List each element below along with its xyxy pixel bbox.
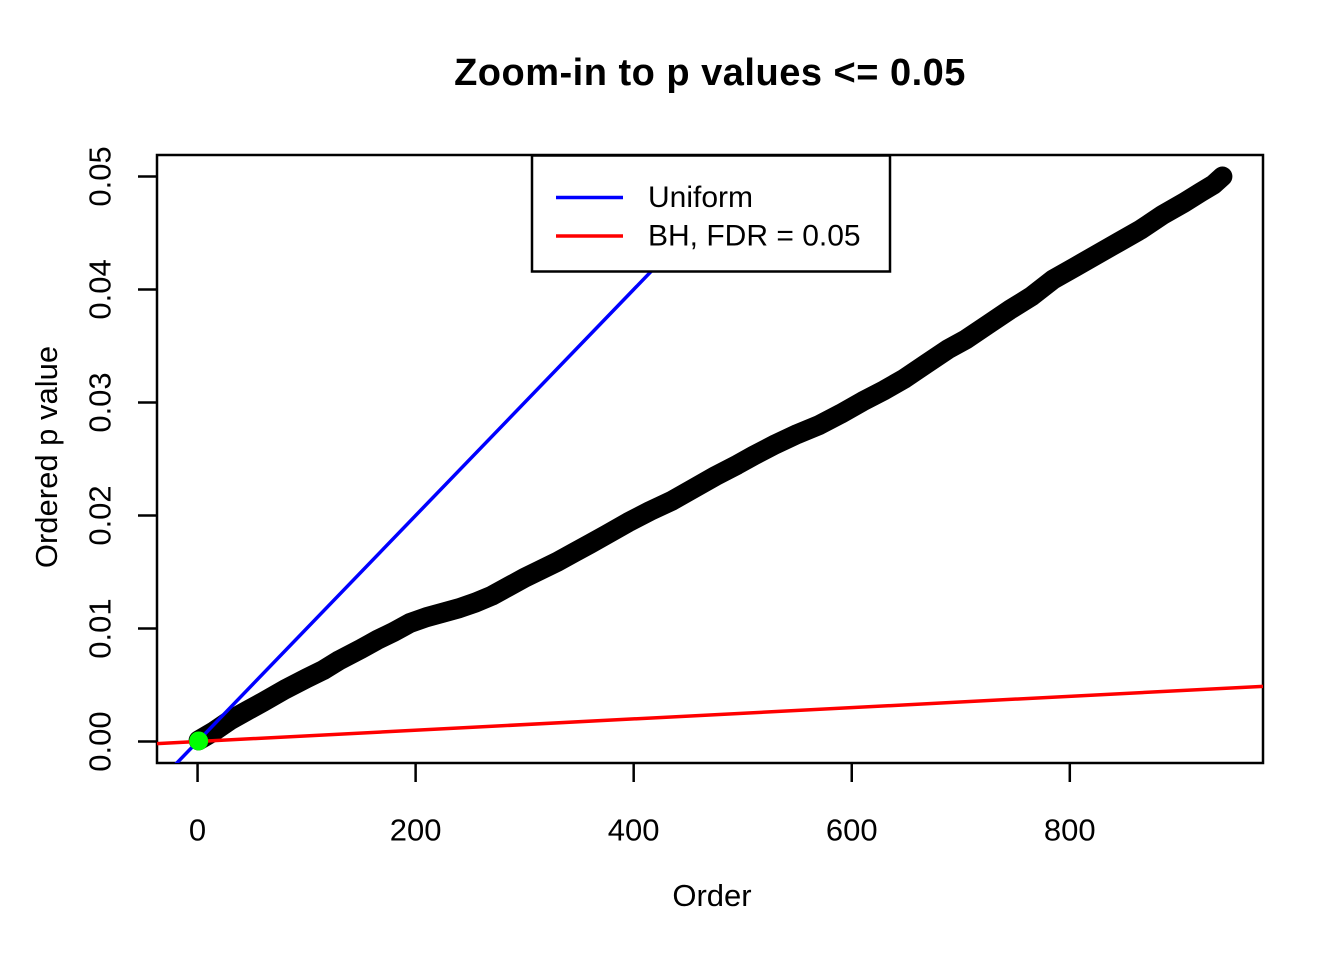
y-axis-tick-label: 0.01: [83, 598, 118, 658]
y-axis-tick-label: 0.03: [83, 372, 118, 432]
bh-fdr-line: [157, 684, 1263, 746]
x-axis-title: Order: [672, 878, 752, 913]
y-axis-tick-label: 0.04: [83, 259, 118, 319]
x-axis-tick-label: 400: [608, 813, 660, 848]
y-axis-tick-label: 0.05: [83, 146, 118, 206]
y-axis-title: Ordered p value: [29, 345, 64, 569]
x-axis-tick-label: 600: [826, 813, 878, 848]
y-axis-tick-label: 0.00: [83, 711, 118, 771]
x-axis-tick-label: 800: [1044, 813, 1096, 848]
y-axis-tick-label: 0.02: [83, 485, 118, 545]
legend: Uniform BH, FDR = 0.05: [530, 154, 892, 273]
plot-area: [157, 155, 1263, 763]
x-axis-tick-label: 200: [390, 813, 442, 848]
legend-label-1: Uniform: [648, 181, 753, 214]
chart-title: Zoom-in to p values <= 0.05: [454, 52, 966, 94]
pvalue-curve: [188, 166, 1233, 751]
x-axis-tick-label: 0: [189, 813, 206, 848]
legend-label-2: BH, FDR = 0.05: [648, 220, 861, 253]
first-pvalue-point: [189, 731, 209, 751]
legend-box: [530, 154, 892, 273]
